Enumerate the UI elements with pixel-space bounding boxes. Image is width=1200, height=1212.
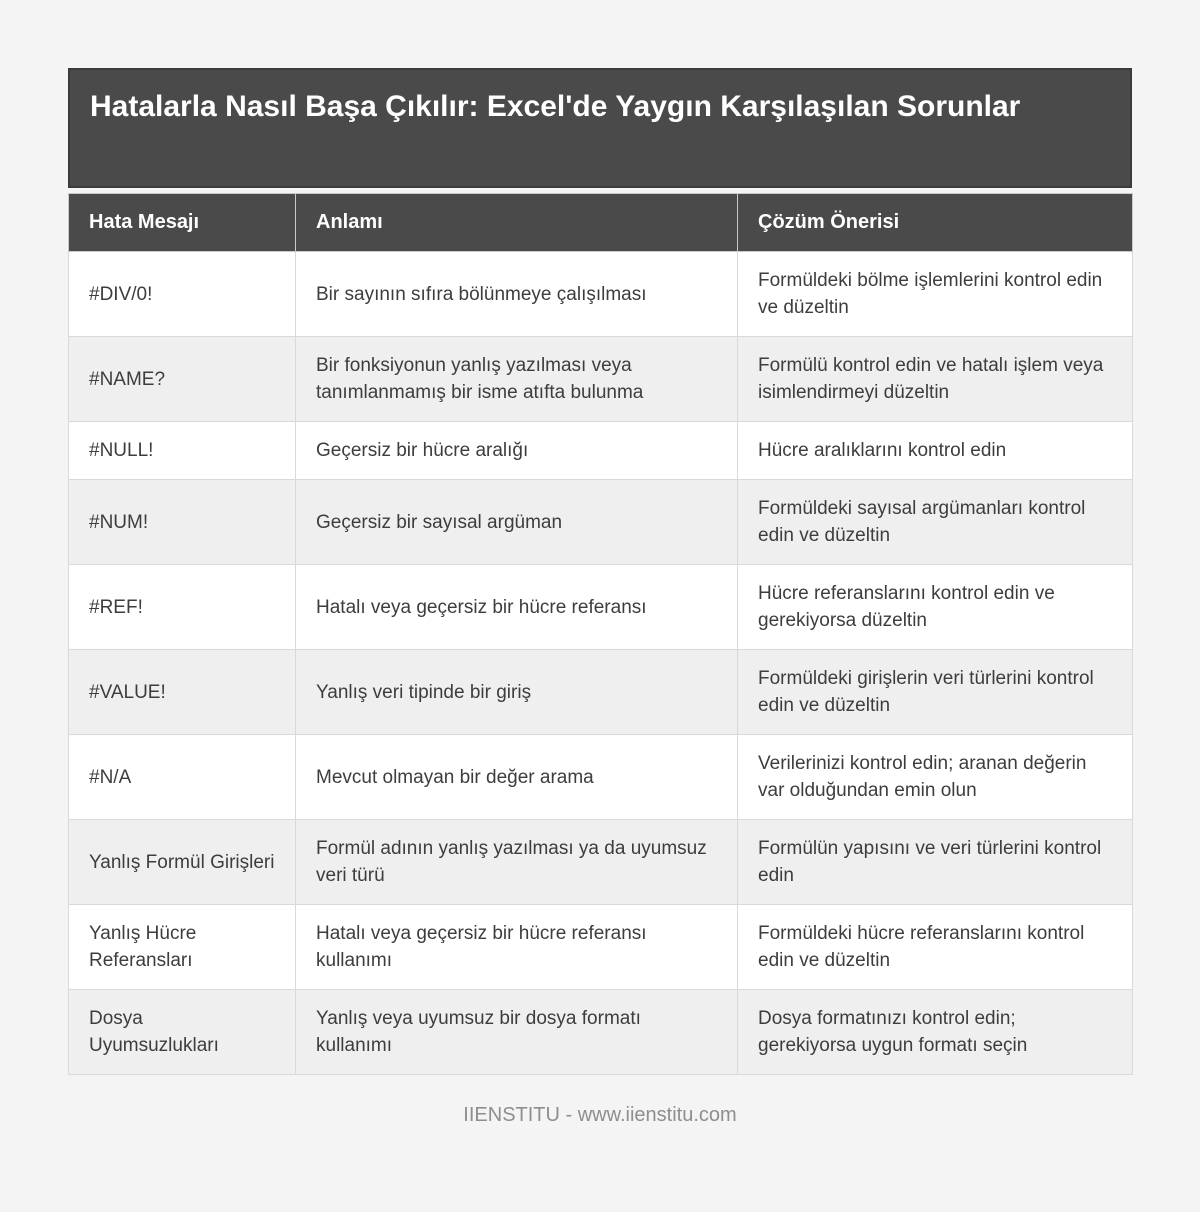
table-row: Yanlış Formül Girişleri Formül adının ya… [68, 819, 1133, 905]
table-row: #NUM! Geçersiz bir sayısal argüman Formü… [68, 479, 1133, 565]
solution-cell: Hücre referanslarını kontrol edin ve ger… [737, 564, 1133, 650]
error-cell: #VALUE! [68, 649, 296, 735]
error-cell: Yanlış Formül Girişleri [68, 819, 296, 905]
table-header-row: Hata Mesajı Anlamı Çözüm Önerisi [68, 193, 1133, 252]
meaning-cell: Geçersiz bir sayısal argüman [295, 479, 738, 565]
solution-cell: Formüldeki bölme işlemlerini kontrol edi… [737, 251, 1133, 337]
meaning-cell: Bir sayının sıfıra bölünmeye çalışılması [295, 251, 738, 337]
table-row: #NAME? Bir fonksiyonun yanlış yazılması … [68, 336, 1133, 422]
meaning-cell: Hatalı veya geçersiz bir hücre referansı… [295, 904, 738, 990]
solution-cell: Dosya formatınızı kontrol edin; gerekiyo… [737, 989, 1133, 1075]
meaning-cell: Geçersiz bir hücre aralığı [295, 421, 738, 480]
solution-cell: Formülün yapısını ve veri türlerini kont… [737, 819, 1133, 905]
column-header-cozum-onerisi: Çözüm Önerisi [737, 193, 1133, 252]
table-row: Yanlış Hücre Referansları Hatalı veya ge… [68, 904, 1133, 990]
table-row: Dosya Uyumsuzlukları Yanlış veya uyumsuz… [68, 989, 1133, 1075]
meaning-cell: Hatalı veya geçersiz bir hücre referansı [295, 564, 738, 650]
table-row: #N/A Mevcut olmayan bir değer arama Veri… [68, 734, 1133, 820]
error-cell: #REF! [68, 564, 296, 650]
meaning-cell: Yanlış veri tipinde bir giriş [295, 649, 738, 735]
page-title: Hatalarla Nasıl Başa Çıkılır: Excel'de Y… [68, 68, 1132, 188]
table-row: #VALUE! Yanlış veri tipinde bir giriş Fo… [68, 649, 1133, 735]
error-cell: Dosya Uyumsuzlukları [68, 989, 296, 1075]
table-row: #REF! Hatalı veya geçersiz bir hücre ref… [68, 564, 1133, 650]
solution-cell: Formüldeki hücre referanslarını kontrol … [737, 904, 1133, 990]
meaning-cell: Yanlış veya uyumsuz bir dosya formatı ku… [295, 989, 738, 1075]
solution-cell: Verilerinizi kontrol edin; aranan değeri… [737, 734, 1133, 820]
table-row: #NULL! Geçersiz bir hücre aralığı Hücre … [68, 421, 1133, 480]
error-cell: Yanlış Hücre Referansları [68, 904, 296, 990]
error-cell: #NUM! [68, 479, 296, 565]
table-row: #DIV/0! Bir sayının sıfıra bölünmeye çal… [68, 251, 1133, 337]
solution-cell: Formülü kontrol edin ve hatalı işlem vey… [737, 336, 1133, 422]
error-cell: #N/A [68, 734, 296, 820]
solution-cell: Hücre aralıklarını kontrol edin [737, 421, 1133, 480]
excel-errors-table: Hata Mesajı Anlamı Çözüm Önerisi #DIV/0!… [68, 193, 1133, 1075]
solution-cell: Formüldeki sayısal argümanları kontrol e… [737, 479, 1133, 565]
meaning-cell: Mevcut olmayan bir değer arama [295, 734, 738, 820]
error-cell: #NAME? [68, 336, 296, 422]
error-cell: #NULL! [68, 421, 296, 480]
error-cell: #DIV/0! [68, 251, 296, 337]
meaning-cell: Bir fonksiyonun yanlış yazılması veya ta… [295, 336, 738, 422]
meaning-cell: Formül adının yanlış yazılması ya da uyu… [295, 819, 738, 905]
column-header-anlami: Anlamı [295, 193, 738, 252]
content-sheet: Hatalarla Nasıl Başa Çıkılır: Excel'de Y… [68, 0, 1133, 1127]
column-header-hata-mesaji: Hata Mesajı [68, 193, 296, 252]
site-credit: IIENSTITU - www.iienstitu.com [463, 1104, 737, 1126]
solution-cell: Formüldeki girişlerin veri türlerini kon… [737, 649, 1133, 735]
